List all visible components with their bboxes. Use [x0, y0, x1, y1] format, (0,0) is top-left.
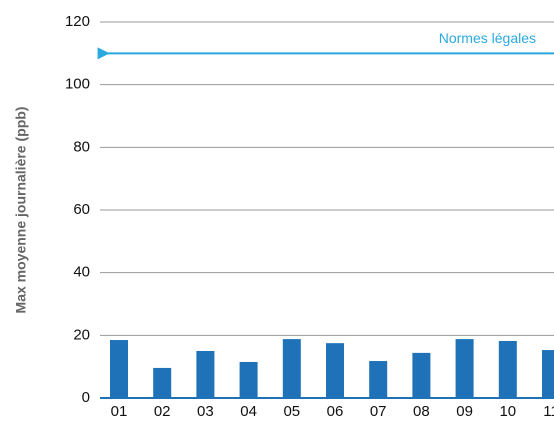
bar	[412, 352, 431, 398]
y-axis-label: Max moyenne journalière (ppb)	[13, 107, 29, 314]
x-tick-label: 04	[240, 403, 257, 420]
x-tick-label: 08	[413, 403, 430, 420]
bar	[110, 340, 128, 398]
y-tick-label: 60	[73, 201, 90, 218]
bar	[153, 367, 172, 398]
x-tick-label: 06	[327, 403, 344, 420]
reference-label: Normes légales	[439, 30, 536, 46]
y-tick-label: 80	[73, 138, 90, 155]
bar	[239, 361, 258, 398]
bar	[282, 339, 301, 398]
x-tick-label: 07	[370, 403, 387, 420]
y-tick-label: 20	[73, 326, 90, 343]
bar	[369, 361, 388, 398]
bar	[196, 351, 215, 398]
x-tick-label: 10	[499, 403, 516, 420]
y-tick-label: 40	[73, 264, 90, 281]
x-tick-label: 11	[543, 403, 554, 420]
x-tick-label: 03	[197, 403, 214, 420]
y-tick-label: 100	[65, 76, 90, 93]
y-tick-label: 0	[82, 389, 90, 406]
bar	[455, 339, 474, 398]
x-tick-label: 02	[154, 403, 171, 420]
bar	[498, 340, 517, 398]
x-tick-label: 09	[456, 403, 473, 420]
y-tick-label: 120	[65, 13, 90, 30]
x-tick-label: 01	[111, 403, 128, 420]
bar	[542, 350, 554, 398]
x-tick-label: 05	[283, 403, 300, 420]
bar	[326, 343, 344, 398]
